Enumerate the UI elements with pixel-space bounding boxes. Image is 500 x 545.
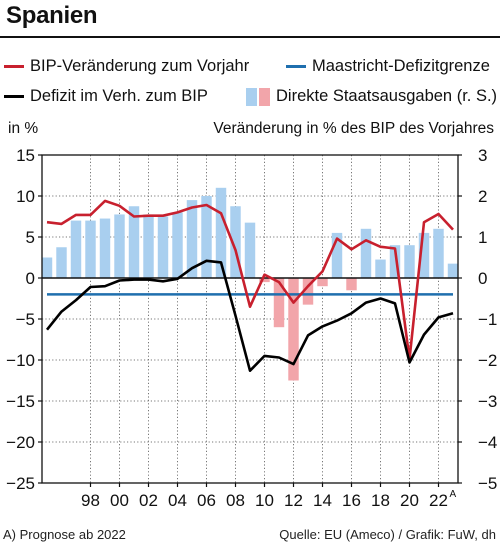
right-tick-label: −2 [478,351,497,370]
bar-expenditure [172,212,183,278]
bar-expenditure [447,263,459,278]
legend-swatch-gdp-change [4,65,24,68]
bar-expenditure [273,278,285,328]
bar-expenditure [56,247,67,278]
right-tick-label: −3 [478,392,497,411]
bar-expenditure [288,278,299,381]
bar-expenditure [433,228,444,278]
bar-expenditure [302,278,314,305]
bar-expenditure [331,232,343,278]
x-tick-label: 18 [371,491,390,510]
x-tick-label: 06 [197,491,216,510]
bar-expenditure [317,278,328,287]
bar-expenditure [404,245,415,278]
x-tick-label: 14 [313,491,332,510]
bar-expenditure [85,220,96,278]
bar-expenditure [201,196,212,278]
legend-swatch-expenditure [246,87,270,106]
x-tick-label: 98 [81,491,100,510]
left-tick-label: −15 [6,392,35,411]
right-axis-unit: Veränderung in % des BIP des Vorjahres [213,120,494,137]
right-tick-label: −1 [478,310,497,329]
left-tick-label: −5 [16,310,35,329]
x-tick-label: 00 [110,491,129,510]
x-tick-label: 02 [139,491,158,510]
title-rule [0,36,500,38]
x-tick-label: 10 [255,491,274,510]
bar-expenditure [157,216,169,278]
left-tick-label: 5 [26,228,35,247]
x-tick-footnote-marker: A [450,489,457,500]
left-tick-label: −20 [6,433,35,452]
right-tick-label: 3 [478,146,487,165]
x-tick-label: 12 [284,491,303,510]
legend-item-maastricht: Maastricht-Defizitgrenze [286,57,490,76]
legend-label-maastricht: Maastricht-Defizitgrenze [312,57,490,75]
right-tick-label: 1 [478,228,487,247]
bar-expenditure [99,218,111,278]
bar-expenditure [186,200,198,278]
deficit-line [45,259,454,373]
bar-expenditure [244,222,256,278]
x-tick-label: 16 [342,491,361,510]
legend-label-gdp-change: BIP-Veränderung zum Vorjahr [30,57,250,75]
left-tick-label: −10 [6,351,35,370]
left-tick-label: 15 [16,146,35,165]
legend-label-deficit: Defizit im Verh. zum BIP [30,87,208,105]
gdp-change-line [46,199,454,361]
chart-title: Spanien [6,2,98,29]
left-tick-label: 0 [26,269,35,288]
legend-item-gdp-change: BIP-Veränderung zum Vorjahr [4,57,249,76]
left-axis-unit: in % [8,120,39,137]
bar-expenditure [360,228,372,278]
bar-expenditure [128,206,140,278]
source-credit: Quelle: EU (Ameco) / Grafik: FuW, dh [279,527,496,542]
x-tick-label: 08 [226,491,245,510]
right-tick-label: 2 [478,187,487,206]
bar-expenditure [41,257,53,278]
bar-expenditure [375,259,386,278]
legend-item-deficit: Defizit im Verh. zum BIP [4,87,208,106]
bar-expenditure [230,206,241,278]
bar-expenditure [215,187,227,278]
legend-item-expenditure: Direkte Staatsausgaben (r. S.) [246,87,497,106]
legend-swatch-deficit [4,95,24,98]
legend-swatch-maastricht [286,65,306,68]
right-tick-label: 0 [478,269,487,288]
right-tick-label: −5 [478,474,497,493]
x-tick-label: 22 [429,491,448,510]
bar-expenditure [114,214,125,278]
legend-label-expenditure: Direkte Staatsausgaben (r. S.) [276,87,498,105]
bar-expenditure [418,232,430,278]
left-tick-label: 10 [16,187,35,206]
bar-expenditure [259,278,270,283]
x-tick-label: 20 [400,491,419,510]
left-tick-label: −25 [6,474,35,493]
bar-expenditure [70,220,82,278]
x-tick-label: 04 [168,491,187,510]
bar-expenditure [143,214,154,278]
right-tick-label: −4 [478,433,497,452]
footnote: A) Prognose ab 2022 [3,527,126,542]
bar-expenditure [346,278,357,291]
bar-expenditure [389,245,401,278]
